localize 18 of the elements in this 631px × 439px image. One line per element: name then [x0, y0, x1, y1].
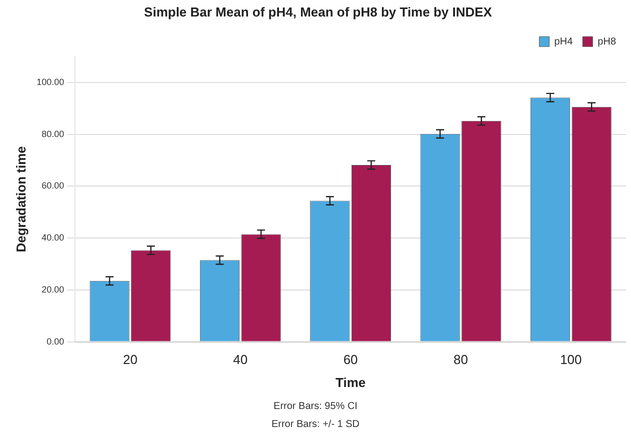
- x-tick-label: 80: [454, 352, 468, 368]
- x-tick-label: 60: [343, 352, 358, 368]
- chart-title: Simple Bar Mean of pH4, Mean of pH8 by Time by INDEX: [144, 4, 492, 20]
- legend-label: pH8: [598, 36, 616, 48]
- y-tick-label: 80.00: [42, 128, 64, 139]
- x-tick-label: 40: [233, 352, 248, 368]
- y-tick-label: 40.00: [42, 232, 64, 243]
- y-tick-label: 100.00: [36, 77, 64, 88]
- y-axis-title: Degradation time: [13, 146, 28, 252]
- x-tick-label: 100: [560, 352, 582, 368]
- x-tick-label: 20: [122, 352, 138, 368]
- y-tick-label: 60.00: [42, 180, 64, 191]
- y-tick-label: 20.00: [42, 284, 64, 294]
- text: Error Bars: +/- 1 SD: [270, 418, 361, 432]
- legend-label: pH4: [554, 36, 574, 48]
- text: Error Bars: 95% CI: [272, 400, 358, 414]
- x-axis-title: Time: [336, 374, 366, 390]
- y-tick-label: 0.00: [46, 336, 64, 346]
